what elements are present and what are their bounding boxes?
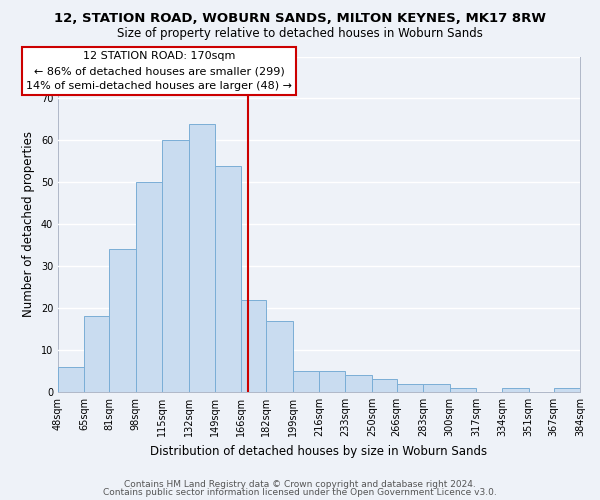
Bar: [423, 384, 449, 392]
Text: 12 STATION ROAD: 170sqm
← 86% of detached houses are smaller (299)
14% of semi-d: 12 STATION ROAD: 170sqm ← 86% of detache…: [26, 52, 292, 91]
Bar: [188, 124, 215, 392]
Bar: [136, 182, 162, 392]
Bar: [85, 316, 109, 392]
Bar: [372, 380, 397, 392]
Text: Contains HM Land Registry data © Crown copyright and database right 2024.: Contains HM Land Registry data © Crown c…: [124, 480, 476, 489]
Bar: [162, 140, 188, 392]
Text: 12, STATION ROAD, WOBURN SANDS, MILTON KEYNES, MK17 8RW: 12, STATION ROAD, WOBURN SANDS, MILTON K…: [54, 12, 546, 26]
Bar: [397, 384, 423, 392]
Bar: [58, 367, 85, 392]
Bar: [241, 300, 266, 392]
Bar: [319, 371, 346, 392]
Bar: [215, 166, 241, 392]
Bar: [554, 388, 580, 392]
Bar: [109, 250, 136, 392]
Y-axis label: Number of detached properties: Number of detached properties: [22, 131, 35, 317]
Text: Contains public sector information licensed under the Open Government Licence v3: Contains public sector information licen…: [103, 488, 497, 497]
Text: Size of property relative to detached houses in Woburn Sands: Size of property relative to detached ho…: [117, 28, 483, 40]
Bar: [502, 388, 529, 392]
X-axis label: Distribution of detached houses by size in Woburn Sands: Distribution of detached houses by size …: [151, 444, 488, 458]
Bar: [293, 371, 319, 392]
Bar: [346, 375, 372, 392]
Bar: [449, 388, 476, 392]
Bar: [266, 320, 293, 392]
